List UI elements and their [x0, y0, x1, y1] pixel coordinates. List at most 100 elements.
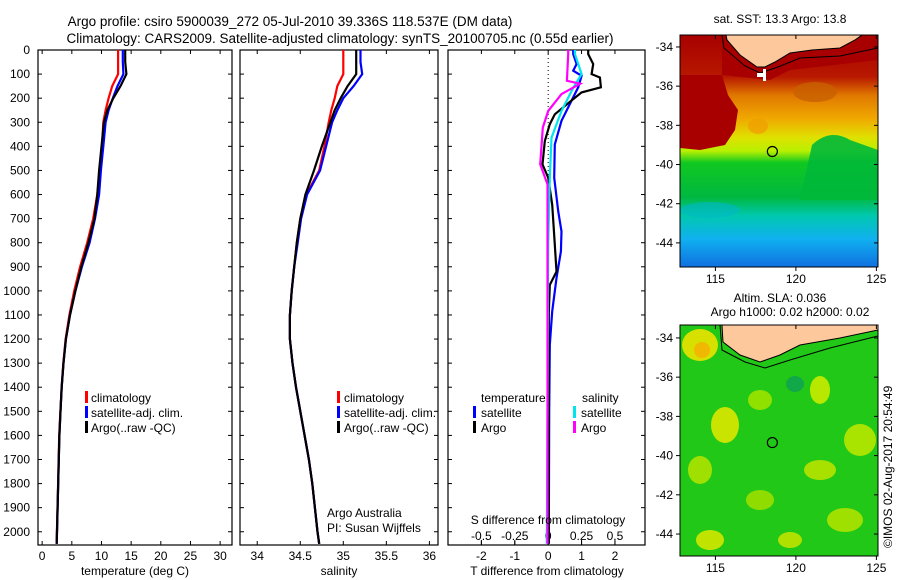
series-line-argo — [55, 50, 128, 544]
legend-label: climatology — [344, 391, 404, 405]
legend-swatch-climatology — [85, 391, 88, 403]
x-tick-label: 35.5 — [375, 549, 399, 563]
temperature-legend: climatology satellite-adj. clim. Argo(..… — [85, 391, 183, 435]
s-axis-tick-label: -0.25 — [501, 529, 529, 543]
y-tick-label: 100 — [10, 67, 30, 81]
lon-tick-label: 125 — [866, 561, 886, 575]
legend-label: Argo(..raw -QC) — [344, 421, 429, 435]
plot-frame — [239, 49, 439, 546]
legend-label: satellite-adj. clim. — [344, 406, 436, 420]
y-tick-label: 1900 — [3, 501, 30, 515]
annotation-line-2: PI: Susan Wijffels — [327, 521, 421, 535]
x-tick-label: 5 — [68, 549, 75, 563]
annotation-line-1: Argo Australia — [327, 506, 402, 520]
y-tick-label: 2000 — [3, 525, 30, 539]
x-tick-label: 20 — [154, 549, 168, 563]
x-tick-label: 36 — [423, 549, 437, 563]
lon-tick-label: 115 — [706, 272, 725, 286]
sst-map-frame — [679, 34, 879, 268]
legend-swatch-s-argo — [573, 421, 576, 433]
series-line-temperature-satellite — [547, 50, 583, 544]
salinity-panel: 34 34.5 35 35.5 36 — [239, 49, 439, 563]
x-tick-label: 0 — [39, 549, 46, 563]
y-tick-label: 0 — [23, 43, 30, 57]
legend-swatch-argo — [337, 421, 340, 433]
argo-location-marker — [766, 436, 778, 449]
sst-map-axes: -34 -36 -38 -40 -42 -44 115 120 125 — [656, 35, 887, 286]
legend-header-salinity: salinity — [582, 391, 619, 405]
s-axis-tick-label: 0.5 — [607, 529, 624, 543]
series-line-argo — [288, 50, 358, 544]
lon-tick-label: 120 — [786, 561, 806, 575]
lat-tick-label: -34 — [656, 331, 674, 345]
series-line-temperature-argo — [541, 50, 603, 544]
temperature-panel: 0100200300400500600700800900100011001200… — [3, 43, 233, 563]
sst-map — [680, 35, 878, 267]
y-tick-label: 800 — [10, 236, 30, 250]
s-axis-tick-label: 0.25 — [570, 529, 594, 543]
x-tick-label: -2 — [476, 549, 487, 563]
y-tick-label: 300 — [10, 115, 30, 129]
lat-tick-label: -38 — [656, 118, 674, 132]
legend-label: satellite — [581, 406, 622, 420]
series-line-satellite-adj. — [55, 50, 125, 544]
legend-label: climatology — [91, 391, 151, 405]
y-tick-label: 200 — [10, 91, 30, 105]
difference-legend: temperature salinity satellite Argo sate… — [471, 391, 626, 527]
y-tick-label: 1600 — [3, 428, 30, 442]
series-line-salinity-satellite — [545, 50, 583, 544]
legend-label: Argo — [481, 421, 507, 435]
s-axis-tick-label: -0.5 — [471, 529, 492, 543]
sla-map-axes: -34 -36 -38 -40 -42 -44 115 120 125 — [656, 325, 887, 575]
y-tick-label: 1100 — [4, 308, 30, 322]
legend-label: Argo(..raw -QC) — [91, 421, 176, 435]
y-tick-label: 1800 — [3, 477, 30, 491]
argo-location-marker — [766, 145, 778, 158]
lat-tick-label: -44 — [656, 236, 674, 250]
x-axis-label-temperature: temperature (deg C) — [81, 564, 189, 578]
sla-map-subtitle: Argo h1000: 0.02 h2000: 0.02 — [711, 305, 870, 319]
x-tick-label: 25 — [184, 549, 198, 563]
x-axis-label-t-difference: T difference from climatology — [470, 564, 624, 578]
lat-tick-label: -40 — [656, 449, 674, 463]
title-line-2: Climatology: CARS2009. Satellite-adjuste… — [66, 31, 613, 46]
y-tick-label: 1300 — [3, 356, 30, 370]
y-tick-label: 1200 — [3, 332, 30, 346]
legend-label: satellite-adj. clim. — [91, 406, 183, 420]
legend-header-temperature: temperature — [481, 391, 546, 405]
sla-map — [680, 325, 878, 556]
y-tick-label: 1700 — [3, 452, 30, 466]
legend-swatch-satellite — [337, 406, 340, 418]
lat-tick-label: -44 — [656, 527, 674, 541]
series-line-salinity-argo — [539, 50, 584, 544]
legend-swatch-s-satellite — [573, 406, 576, 418]
lat-tick-label: -42 — [656, 488, 674, 502]
lon-tick-label: 125 — [866, 272, 886, 286]
x-tick-label: -1 — [509, 549, 520, 563]
sla-map-title: Altim. SLA: 0.036 — [734, 291, 827, 305]
x-tick-label: 1 — [578, 549, 585, 563]
x-tick-label: 34.5 — [289, 549, 313, 563]
x-axis-label-salinity: salinity — [321, 564, 358, 578]
y-tick-label: 900 — [10, 260, 30, 274]
x-tick-label: 30 — [213, 549, 227, 563]
legend-swatch-argo — [85, 421, 88, 433]
y-tick-label: 700 — [10, 212, 30, 226]
x-tick-label: 10 — [95, 549, 109, 563]
legend-swatch-satellite — [85, 406, 88, 418]
imos-credit: ©IMOS 02-Aug-2017 20:54:49 — [881, 385, 895, 548]
legend-label: satellite — [481, 406, 522, 420]
series-line-climatology — [288, 50, 345, 544]
x-tick-label: 2 — [612, 549, 619, 563]
lat-tick-label: -36 — [656, 370, 674, 384]
lat-tick-label: -38 — [656, 409, 674, 423]
x-tick-label: 35 — [337, 549, 351, 563]
legend-swatch-climatology — [337, 391, 340, 403]
plot-frame — [447, 49, 646, 546]
sla-map-frame — [679, 324, 879, 557]
y-tick-label: 1500 — [3, 404, 30, 418]
plot-frame — [37, 49, 233, 546]
difference-panel: -2 -1 0 1 2-0.5 -0.25 0 0.25 0.5 — [447, 49, 646, 563]
legend-label: Argo — [581, 421, 607, 435]
